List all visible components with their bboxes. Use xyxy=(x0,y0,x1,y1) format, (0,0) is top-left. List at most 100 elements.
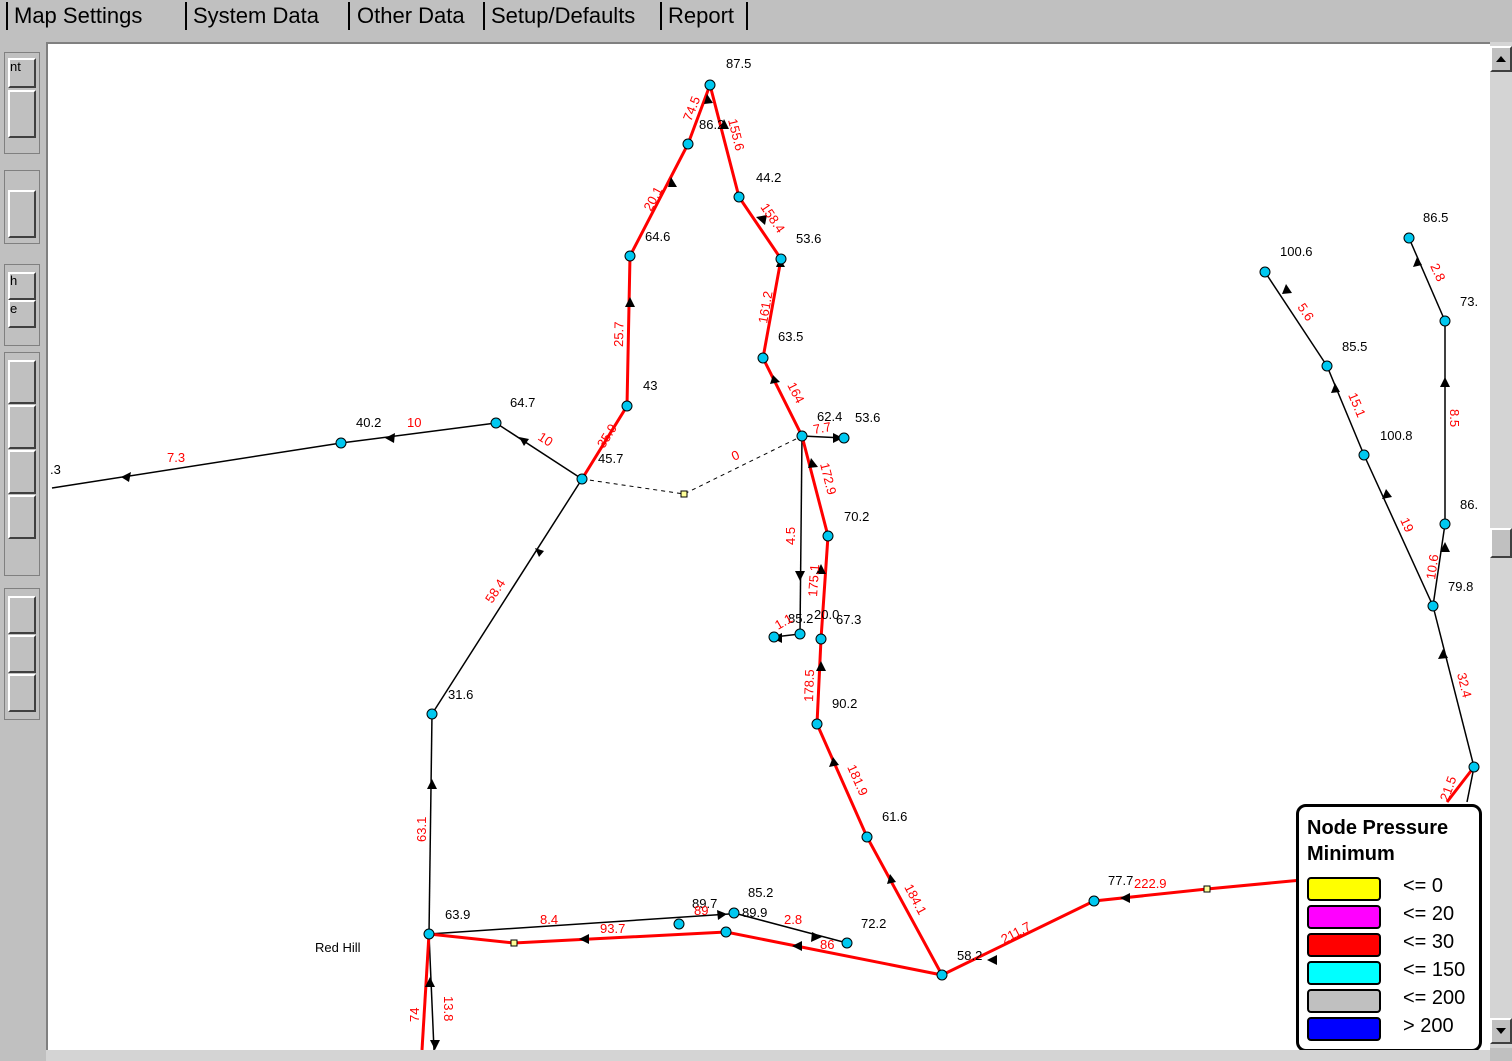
flow-label: 211.7 xyxy=(998,919,1033,947)
toolbar-button[interactable] xyxy=(8,360,36,404)
legend-swatch-cyan xyxy=(1307,961,1381,985)
scroll-down-arrow-icon xyxy=(1496,1028,1506,1034)
node-labels: 87.5 86.2 44.2 53.6 64.6 63.5 43 62.4 53… xyxy=(356,56,1478,963)
toolbar-button[interactable] xyxy=(8,495,36,539)
toolbar-button[interactable] xyxy=(8,674,36,712)
horizontal-scrollbar[interactable] xyxy=(46,1050,1490,1061)
node-label: 89.7 xyxy=(692,896,717,911)
node-label: 72.2 xyxy=(861,916,886,931)
toolbar-group xyxy=(4,264,40,346)
flow-label: 7.3 xyxy=(167,450,185,465)
toolbar-group xyxy=(4,170,40,244)
node-label: 20.0 xyxy=(814,607,839,622)
tab-bar: Map Settings System Data Other Data Setu… xyxy=(0,0,1512,40)
flow-label: 164 xyxy=(784,380,807,406)
flow-label: 161.2 xyxy=(755,290,775,325)
toolbar-button[interactable] xyxy=(8,90,36,138)
legend-swatch-yellow xyxy=(1307,877,1381,901)
node-label: 89.9 xyxy=(742,905,767,920)
toolbar-button[interactable]: nt xyxy=(8,58,36,88)
toolbar-group xyxy=(4,52,40,154)
flow-label: 7.7 xyxy=(812,419,832,437)
flow-label: 93.7 xyxy=(600,921,625,936)
flow-label: 32.4 xyxy=(1454,671,1475,699)
site-label-red-hill: Red Hill xyxy=(315,940,361,955)
node-label: 31.6 xyxy=(448,687,473,702)
node-label: 87.5 xyxy=(726,56,751,71)
flow-label: 155.6 xyxy=(725,117,747,152)
node-label: 53.6 xyxy=(796,231,821,246)
tab-separator xyxy=(483,2,485,30)
legend-swatch-blue xyxy=(1307,1017,1381,1041)
flow-label: 175.1 xyxy=(805,564,822,598)
tab-system-data[interactable]: System Data xyxy=(193,3,319,28)
node-label: 86.5 xyxy=(1423,210,1448,225)
node-label: 85.2 xyxy=(748,885,773,900)
toolbar-button-label: h xyxy=(10,273,18,288)
flow-label: 86 xyxy=(820,937,834,952)
node-label: 43 xyxy=(643,378,657,393)
flow-label: 89 xyxy=(694,903,708,918)
network-map-canvas[interactable]: 87.5 86.2 44.2 53.6 64.6 63.5 43 62.4 53… xyxy=(46,42,1490,1050)
toolbar-button-label: e xyxy=(10,301,18,316)
legend-swatch-red xyxy=(1307,933,1381,957)
node-label-edge: .3 xyxy=(50,462,61,477)
flow-label: 178.5 xyxy=(801,669,817,702)
flow-label: 10 xyxy=(407,415,421,430)
legend-label: <= 20 xyxy=(1403,903,1455,925)
flow-label: 0 xyxy=(729,447,742,464)
tab-separator xyxy=(660,2,662,30)
flow-label: 25.7 xyxy=(611,321,626,347)
scroll-thumb[interactable] xyxy=(1490,528,1512,558)
node-label: 61.6 xyxy=(882,809,907,824)
vertical-scrollbar[interactable] xyxy=(1490,42,1512,1048)
toolbar-button[interactable] xyxy=(8,450,36,494)
toolbar-button[interactable] xyxy=(8,190,36,238)
toolbar-button[interactable] xyxy=(8,596,36,634)
node-label: 73. xyxy=(1460,294,1478,309)
tab-report[interactable]: Report xyxy=(668,3,735,28)
flow-label: 13.8 xyxy=(441,996,456,1021)
tab-separator xyxy=(6,2,8,30)
node-label: 64.6 xyxy=(645,229,670,244)
node-label: 86.2 xyxy=(699,117,724,132)
junction-markers xyxy=(510,490,1211,947)
tab-other-data[interactable]: Other Data xyxy=(357,3,465,28)
flow-label: 5.6 xyxy=(1295,300,1318,323)
node-label: 64.7 xyxy=(510,395,535,410)
flow-label: 74 xyxy=(407,1008,422,1022)
tab-map-settings[interactable]: Map Settings xyxy=(14,3,143,28)
node-label: 77.7 xyxy=(1108,873,1133,888)
node-label: 67.3 xyxy=(836,612,861,627)
left-toolbar: nt h e xyxy=(0,40,44,1061)
tab-setup-defaults[interactable]: Setup/Defaults xyxy=(491,3,636,28)
flow-label: 172.9 xyxy=(817,461,839,496)
legend-label: > 200 xyxy=(1403,1015,1454,1037)
flow-label: 10 xyxy=(535,429,555,449)
legend-label: <= 30 xyxy=(1403,931,1455,953)
toolbar-button[interactable]: e xyxy=(8,300,36,328)
node-label: 100.8 xyxy=(1380,428,1413,443)
legend-label: <= 200 xyxy=(1403,987,1466,1009)
network-map[interactable]: 87.5 86.2 44.2 53.6 64.6 63.5 43 62.4 53… xyxy=(48,44,1490,1050)
dashed-links xyxy=(581,435,803,495)
toolbar-button[interactable] xyxy=(8,405,36,449)
toolbar-button[interactable]: h xyxy=(8,272,36,300)
node-label: 100.6 xyxy=(1280,244,1313,259)
normal-pipes[interactable] xyxy=(51,237,1475,1050)
tab-separator xyxy=(348,2,350,30)
scroll-down-button[interactable] xyxy=(1490,1018,1512,1044)
legend-label: <= 150 xyxy=(1403,959,1466,981)
legend-label: <= 0 xyxy=(1403,875,1444,897)
flow-arrows xyxy=(121,94,1450,1050)
node-label: 70.2 xyxy=(844,509,869,524)
flow-label: 222.9 xyxy=(1134,876,1167,891)
nodes[interactable] xyxy=(335,79,1480,981)
flow-label: 8.4 xyxy=(540,912,558,927)
legend-swatch-gray xyxy=(1307,989,1381,1013)
node-label: 85.5 xyxy=(1342,339,1367,354)
scroll-up-button[interactable] xyxy=(1490,46,1512,72)
flow-label: 15.1 xyxy=(1345,390,1369,419)
toolbar-button[interactable] xyxy=(8,635,36,673)
toolbar-button-label: nt xyxy=(10,59,21,74)
